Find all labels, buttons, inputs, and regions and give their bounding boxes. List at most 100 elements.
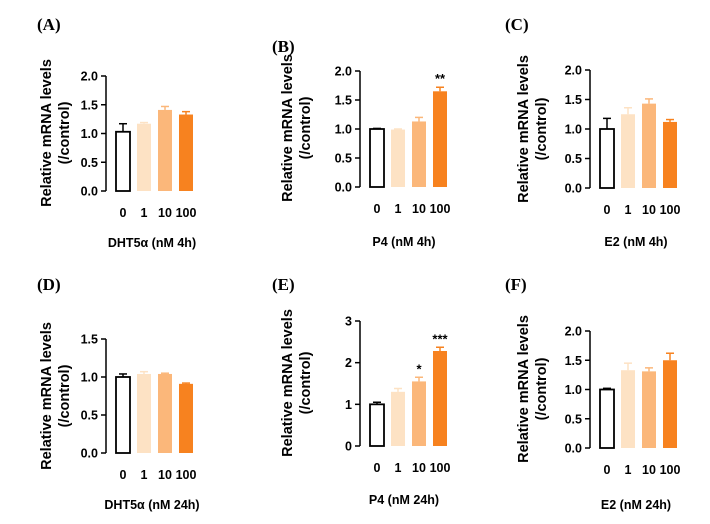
y-tick-label: 0.5	[335, 152, 352, 166]
panel-label: (C)	[505, 15, 529, 34]
y-tick-label: 1.0	[565, 383, 582, 397]
y-tick-label: 0.5	[81, 156, 98, 170]
bar	[158, 109, 172, 191]
y-tick-label: 1.5	[81, 98, 98, 112]
x-tick-label: 1	[395, 202, 402, 216]
x-tick-label: 10	[158, 468, 172, 482]
x-tick-label: 100	[176, 206, 197, 220]
bar	[115, 130, 131, 192]
x-tick-label: 100	[430, 202, 451, 216]
x-tick-label: 0	[374, 202, 381, 216]
x-axis-label: DHT5α (nM 24h)	[104, 498, 199, 512]
y-tick-label: 2	[345, 356, 352, 370]
y-tick-label: 1.5	[565, 354, 582, 368]
bar	[642, 371, 656, 448]
x-tick-label: 10	[642, 203, 656, 217]
y-axis-label-line: Relative mRNA levels	[516, 55, 532, 203]
x-tick-label: 1	[395, 461, 402, 475]
chart-panel: (B)Relative mRNA levels (/control) 0.0 0.5 1…	[272, 37, 450, 249]
y-tick-label: 0.0	[565, 182, 582, 196]
x-tick-label: 100	[430, 461, 451, 475]
x-tick-label: 0	[120, 206, 127, 220]
bar	[179, 114, 193, 191]
y-tick-label: 1.5	[565, 93, 582, 107]
y-axis-label-line: Relative mRNA levels	[516, 315, 532, 463]
x-tick-label: 1	[625, 203, 632, 217]
significance-label: *	[416, 361, 422, 376]
bar	[412, 121, 426, 187]
y-tick-label: 0.0	[335, 181, 352, 195]
y-axis-label-line: Relative mRNA levels	[280, 54, 296, 202]
x-tick-label: 100	[660, 203, 681, 217]
y-tick-label: 2.0	[565, 325, 582, 339]
x-tick-label: 100	[660, 463, 681, 477]
y-tick-label: 3	[345, 315, 352, 329]
bar	[433, 351, 447, 446]
bar	[599, 128, 615, 189]
chart-panel: (F) Relative mRNA levels (/control) 0.0 0.5 1…	[505, 275, 680, 512]
y-axis-label-line: (/control)	[57, 364, 73, 427]
x-tick-label: 1	[141, 206, 148, 220]
bar	[137, 373, 151, 453]
y-tick-label: 0.5	[565, 152, 582, 166]
panel-label: (D)	[37, 275, 61, 294]
x-axis-label: DHT5α (nM 4h)	[108, 236, 196, 250]
x-axis-label: P4 (nM 24h)	[369, 493, 439, 507]
y-axis-label-line: Relative mRNA levels	[39, 59, 55, 207]
x-axis-label: P4 (nM 4h)	[372, 235, 435, 249]
y-axis-label: Relative mRNA levels (/control)	[280, 309, 314, 457]
bar	[369, 403, 385, 447]
y-axis-label: Relative mRNA levels (/control)	[516, 315, 550, 463]
x-tick-label: 10	[412, 461, 426, 475]
x-tick-label: 0	[604, 463, 611, 477]
bar	[115, 376, 131, 454]
bar	[137, 123, 151, 191]
y-tick-label: 2.0	[565, 64, 582, 78]
y-tick-label: 1.5	[335, 94, 352, 108]
significance-label: **	[435, 71, 446, 86]
significance-label: ***	[432, 331, 448, 346]
y-tick-label: 0.0	[81, 185, 98, 199]
bar	[179, 383, 193, 453]
bar	[158, 373, 172, 453]
y-axis-label: Relative mRNA levels (/control)	[280, 54, 314, 202]
y-tick-label: 1.5	[81, 333, 98, 347]
bar	[412, 381, 426, 446]
y-tick-label: 0.0	[565, 442, 582, 456]
y-tick-label: 0.5	[565, 412, 582, 426]
x-tick-label: 0	[120, 468, 127, 482]
x-tick-label: 10	[158, 206, 172, 220]
y-axis-label: Relative mRNA levels (/control)	[39, 59, 73, 207]
bar	[369, 128, 385, 188]
y-axis-label-line: (/control)	[57, 101, 73, 164]
y-tick-label: 0.5	[81, 409, 98, 423]
chart-panel: (A) Relative mRNA levels (/control) 0.0 0.5 1…	[37, 15, 196, 250]
panel-label: (F)	[505, 275, 527, 294]
x-axis-label: E2 (nM 24h)	[601, 498, 671, 512]
y-axis-label-line: (/control)	[298, 351, 314, 414]
y-tick-label: 1.0	[335, 123, 352, 137]
chart-panel: (D) Relative mRNA levels (/control) 0.0 0.5 1…	[37, 275, 200, 512]
x-tick-label: 1	[625, 463, 632, 477]
y-tick-label: 1	[345, 398, 352, 412]
bar	[391, 391, 405, 446]
bar	[621, 114, 635, 188]
bar	[621, 370, 635, 448]
y-tick-label: 1.0	[81, 127, 98, 141]
y-axis-label-line: Relative mRNA levels	[280, 309, 296, 457]
y-tick-label: 2.0	[335, 65, 352, 79]
panel-label: (E)	[272, 275, 295, 294]
y-tick-label: 0.0	[81, 447, 98, 461]
x-tick-label: 0	[374, 461, 381, 475]
y-axis-label-line: Relative mRNA levels	[39, 322, 55, 470]
bar	[663, 121, 677, 188]
bar	[391, 129, 405, 187]
bar	[599, 388, 615, 449]
y-axis-label-line: (/control)	[298, 96, 314, 159]
x-axis-label: E2 (nM 4h)	[604, 235, 667, 249]
y-axis-label: Relative mRNA levels (/control)	[516, 55, 550, 203]
y-axis-label-line: (/control)	[534, 357, 550, 420]
x-tick-label: 10	[412, 202, 426, 216]
